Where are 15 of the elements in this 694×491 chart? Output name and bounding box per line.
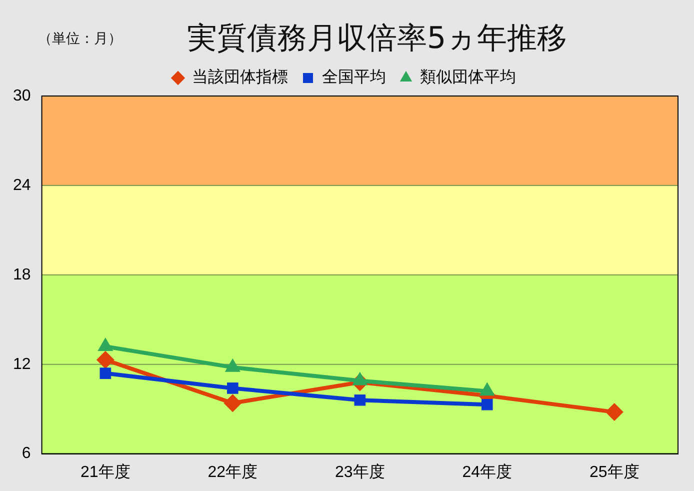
x-tick-label: 21年度 [80, 462, 130, 481]
legend-label: 類似団体平均 [420, 67, 516, 86]
x-tick-label: 23年度 [335, 462, 385, 481]
y-tick-label: 12 [13, 356, 31, 373]
y-tick-label: 24 [13, 176, 31, 194]
x-tick-label: 25年度 [589, 462, 640, 481]
x-tick-label: 24年度 [462, 462, 512, 481]
y-tick-label: 6 [22, 445, 31, 462]
legend-label: 全国平均 [322, 67, 386, 86]
legend-label: 当該団体指標 [192, 67, 288, 86]
chart-title: 実質債務月収倍率5ヵ年推移 [186, 21, 568, 56]
x-tick-label: 22年度 [208, 462, 258, 481]
y-tick-label: 30 [13, 87, 31, 104]
text: （単位：月） [38, 30, 122, 48]
y-tick-label: 18 [13, 266, 31, 284]
